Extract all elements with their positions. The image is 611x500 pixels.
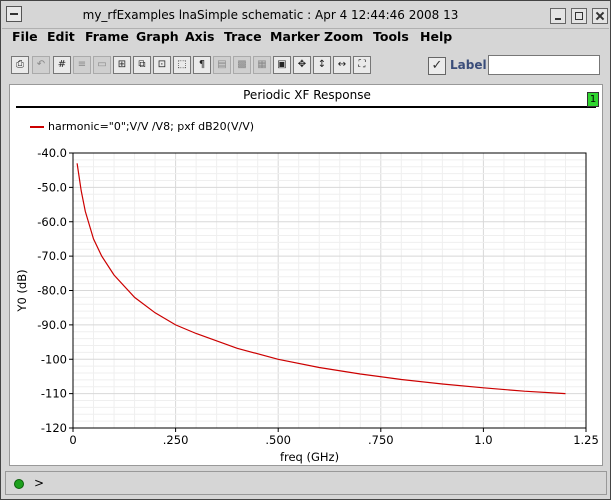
y-tick-label: -40.0: [37, 146, 67, 160]
legend-label: harmonic="0";V/V /V8; pxf dB20(V/V): [48, 120, 255, 133]
maximize-button[interactable]: [571, 8, 587, 24]
label-text: Label: [450, 58, 487, 72]
menu-tools[interactable]: Tools: [373, 29, 409, 44]
legend[interactable]: harmonic="0";V/V /V8; pxf dB20(V/V): [30, 120, 254, 133]
annotate-icon[interactable]: ¶: [193, 56, 211, 74]
zoom-fit-icon[interactable]: ⊞: [113, 56, 131, 74]
zoom-y-icon[interactable]: ⬚: [173, 56, 191, 74]
menu-bar: File Edit Frame Graph Axis Trace Marker …: [2, 28, 609, 48]
menu-marker[interactable]: Marker: [270, 29, 320, 44]
dim-b-icon[interactable]: ▩: [233, 56, 251, 74]
calculator-icon[interactable]: ▣: [273, 56, 291, 74]
label-checkbox[interactable]: ✓: [428, 57, 446, 75]
status-led-icon: [14, 479, 24, 489]
menu-frame[interactable]: Frame: [85, 29, 129, 44]
minimize-button[interactable]: [550, 8, 566, 24]
strips-icon[interactable]: ≡: [73, 56, 91, 74]
title-divider: [16, 106, 596, 108]
dim-c-icon[interactable]: ▦: [253, 56, 271, 74]
label-input[interactable]: [488, 55, 600, 75]
y-tick-label: -100: [41, 352, 67, 366]
menu-edit[interactable]: Edit: [47, 29, 75, 44]
plot-title: Periodic XF Response: [243, 88, 371, 102]
expand-horizontal-icon[interactable]: ↔: [333, 56, 351, 74]
plot-panel[interactable]: Periodic XF Response 1 harmonic="0";V/V …: [9, 84, 603, 466]
menu-zoom[interactable]: Zoom: [324, 29, 364, 44]
x-tick-label: .750: [368, 433, 394, 447]
menu-file[interactable]: File: [12, 29, 38, 44]
window-title: my_rfExamples lnaSimple schematic : Apr …: [82, 8, 459, 22]
title-bar: my_rfExamples lnaSimple schematic : Apr …: [2, 2, 609, 29]
close-button[interactable]: [592, 8, 608, 24]
x-tick-label: .250: [163, 433, 189, 447]
status-bar: >: [5, 471, 607, 495]
fit-window-icon[interactable]: ⛶: [353, 56, 371, 74]
y-tick-label: -50.0: [37, 180, 67, 194]
toolbar: ⎙ ↶ # ≡ ▭ ⊞ ⧉ ⊡ ⬚ ¶ ▤ ▩ ▦ ▣ ✥ ↕ ↔ ⛶ ✓ La…: [2, 51, 609, 81]
copy-frame-icon[interactable]: ▭: [93, 56, 111, 74]
menu-graph[interactable]: Graph: [136, 29, 179, 44]
x-axis-label: freq (GHz): [280, 450, 339, 464]
undo-icon[interactable]: ↶: [32, 56, 50, 74]
grid-icon[interactable]: #: [53, 56, 71, 74]
fit-all-icon[interactable]: ✥: [293, 56, 311, 74]
menu-help[interactable]: Help: [420, 29, 453, 44]
y-tick-label: -70.0: [37, 249, 67, 263]
menu-axis[interactable]: Axis: [185, 29, 215, 44]
zoom-x-icon[interactable]: ⊡: [153, 56, 171, 74]
menu-trace[interactable]: Trace: [224, 29, 262, 44]
subwindow-badge[interactable]: 1: [587, 92, 599, 107]
window-menu-icon[interactable]: [6, 6, 22, 22]
series-line: [76, 163, 566, 395]
x-tick-label: 0: [69, 433, 76, 447]
x-tick-label: 1.25: [573, 433, 599, 447]
dim-a-icon[interactable]: ▤: [213, 56, 231, 74]
y-tick-label: -90.0: [37, 318, 67, 332]
y-tick-label: -110: [41, 387, 67, 401]
zoom-box-icon[interactable]: ⧉: [133, 56, 151, 74]
print-icon[interactable]: ⎙: [11, 56, 29, 74]
y-tick-label: -120: [41, 421, 67, 435]
x-tick-label: 1.0: [474, 433, 492, 447]
y-axis-label: Y0 (dB): [15, 269, 29, 312]
legend-swatch: [30, 126, 44, 128]
expand-vertical-icon[interactable]: ↕: [313, 56, 331, 74]
y-tick-label: -80.0: [37, 284, 67, 298]
x-tick-label: .500: [265, 433, 291, 447]
command-prompt[interactable]: >: [34, 476, 45, 490]
y-tick-label: -60.0: [37, 215, 67, 229]
chart-area[interactable]: 0 .250 .500 .750 1.0 1.25 -40.0 -50.0 -60.0 -70.0…: [10, 85, 604, 467]
